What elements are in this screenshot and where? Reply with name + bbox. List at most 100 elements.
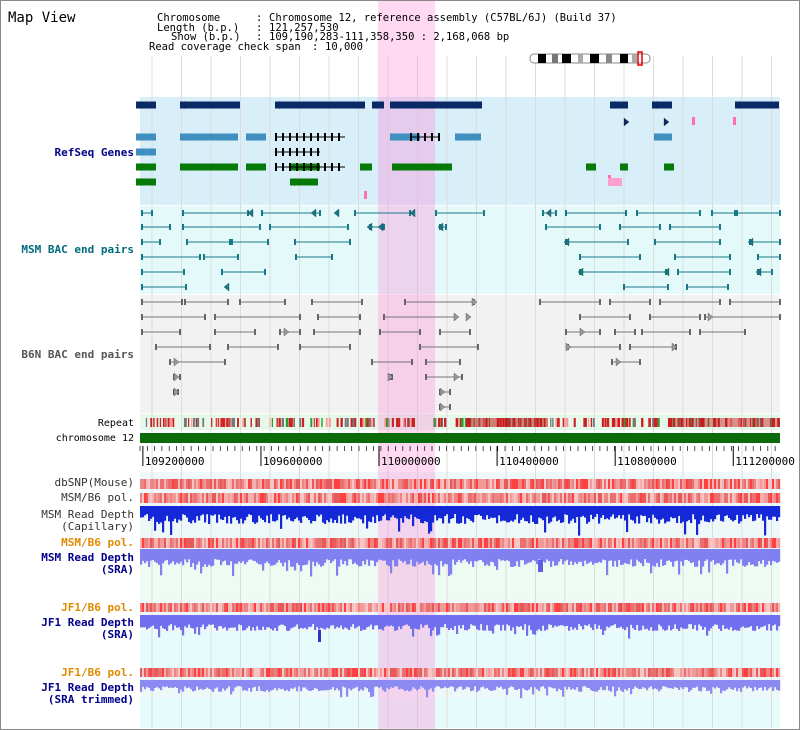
msm-b6-pol-cell xyxy=(564,538,567,548)
msm-capillary-depth-bar xyxy=(576,506,579,517)
jf1-b6-pol-cell xyxy=(264,603,267,612)
bac-end xyxy=(227,344,229,350)
feature-arrow[interactable] xyxy=(577,267,584,277)
feature-arrow[interactable] xyxy=(663,117,670,127)
msm-b6-pol-cell xyxy=(594,493,597,503)
jf1-trim-depth-bar xyxy=(272,680,275,690)
jf1-trim-depth-bar xyxy=(254,680,257,687)
jf1-sra-depth-bar xyxy=(416,615,419,630)
dbsnp-cell xyxy=(512,479,515,489)
dbsnp-cell xyxy=(554,479,557,489)
msm-sra-depth-bar xyxy=(304,549,307,565)
feature-arrow[interactable] xyxy=(615,357,622,367)
refseq-gene[interactable] xyxy=(735,101,779,109)
refseq-gene[interactable] xyxy=(390,133,420,141)
msm-capillary-depth-bar xyxy=(252,506,255,523)
feature-arrow[interactable] xyxy=(377,222,384,232)
feature-arrow[interactable] xyxy=(173,372,180,382)
feature-arrow[interactable] xyxy=(707,312,714,322)
feature-arrow[interactable] xyxy=(747,237,754,247)
jf1-b6-pol-cell xyxy=(534,668,537,677)
refseq-gene[interactable] xyxy=(290,178,318,186)
msm-b6-pol-cell xyxy=(668,538,671,548)
feature-arrow[interactable] xyxy=(173,357,180,367)
refseq-gene[interactable] xyxy=(180,163,238,171)
feature-arrow[interactable] xyxy=(453,372,460,382)
refseq-gene[interactable] xyxy=(180,101,240,109)
feature-arrow[interactable] xyxy=(565,342,572,352)
feature-arrow[interactable] xyxy=(623,117,630,127)
msm-b6-pol-cell xyxy=(506,493,509,503)
feature-arrow[interactable] xyxy=(283,327,290,337)
msm-sra-depth-bar xyxy=(448,549,451,576)
feature-arrow[interactable] xyxy=(671,342,678,352)
track-features[interactable] xyxy=(136,101,781,699)
msm-b6-pol-cell xyxy=(154,538,157,548)
refseq-gene[interactable] xyxy=(136,163,156,171)
refseq-gene[interactable] xyxy=(246,163,266,171)
refseq-gene[interactable] xyxy=(390,101,482,109)
jf1-b6-pol-cell xyxy=(192,668,195,677)
refseq-gene[interactable] xyxy=(610,101,628,109)
msm-capillary-depth-bar xyxy=(272,506,275,522)
refseq-gene[interactable] xyxy=(392,163,452,171)
feature-arrow[interactable] xyxy=(439,402,446,412)
feature-arrow[interactable] xyxy=(563,237,570,247)
feature-arrow[interactable] xyxy=(173,387,180,397)
feature-arrow[interactable] xyxy=(223,282,230,292)
feature-arrow[interactable] xyxy=(545,208,552,218)
feature-arrow[interactable] xyxy=(310,208,317,218)
refseq-gene[interactable] xyxy=(455,133,481,141)
jf1-b6-pol-cell xyxy=(434,603,437,612)
refseq-gene[interactable] xyxy=(652,101,672,109)
chromosome-bar[interactable] xyxy=(140,433,780,443)
jf1-trim-depth-bar xyxy=(614,680,617,697)
feature-arrow[interactable] xyxy=(663,267,670,277)
feature-arrow[interactable] xyxy=(465,312,472,322)
feature-arrow[interactable] xyxy=(439,387,446,397)
feature-arrow[interactable] xyxy=(437,222,444,232)
msm-sra-depth-bar xyxy=(200,549,203,574)
jf1-sra-depth-bar xyxy=(198,615,201,635)
feature-arrow[interactable] xyxy=(387,372,394,382)
jf1-sra-depth-bar xyxy=(352,615,355,625)
feature-arrow[interactable] xyxy=(471,297,478,307)
refseq-gene[interactable] xyxy=(275,101,365,109)
jf1-trim-depth-bar xyxy=(670,680,673,689)
msm-capillary-depth-bar xyxy=(350,506,353,523)
feature-arrow[interactable] xyxy=(755,267,762,277)
refseq-gene[interactable] xyxy=(136,148,156,156)
bac-end xyxy=(425,359,427,365)
refseq-gene[interactable] xyxy=(360,163,372,171)
bac-end xyxy=(141,254,143,260)
msm-capillary-depth-bar xyxy=(530,506,533,516)
msm-capillary-depth-bar xyxy=(148,506,151,521)
feature-arrow[interactable] xyxy=(579,327,586,337)
chromosome-ideogram[interactable] xyxy=(529,51,651,66)
msm-b6-pol-cell xyxy=(774,493,777,503)
feature-arrow[interactable] xyxy=(409,208,416,218)
jf1-sra-depth-bar xyxy=(420,615,423,625)
repeat-element xyxy=(388,418,390,427)
msm-b6-pol-cell xyxy=(628,493,631,503)
refseq-gene[interactable] xyxy=(136,101,156,109)
jf1-b6-pol-cell xyxy=(540,668,543,677)
refseq-gene[interactable] xyxy=(654,133,672,141)
msm-sra-depth-bar xyxy=(198,549,201,562)
refseq-gene[interactable] xyxy=(246,133,266,141)
refseq-gene[interactable] xyxy=(372,101,384,109)
ideogram-position-marker[interactable] xyxy=(637,51,643,66)
gene-exon xyxy=(310,163,312,171)
refseq-gene[interactable] xyxy=(180,133,238,141)
feature-arrow[interactable] xyxy=(333,208,340,218)
jf1-sra-depth-bar xyxy=(178,615,181,628)
feature-arrow[interactable] xyxy=(366,222,373,232)
jf1-b6-pol-cell xyxy=(228,603,231,612)
feature-arrow[interactable] xyxy=(247,208,254,218)
refseq-gene[interactable] xyxy=(136,133,156,141)
dbsnp-cell xyxy=(384,479,387,489)
feature-arrow[interactable] xyxy=(453,312,460,322)
refseq-gene[interactable] xyxy=(136,178,156,186)
jf1-sra-depth-bar xyxy=(592,615,595,631)
